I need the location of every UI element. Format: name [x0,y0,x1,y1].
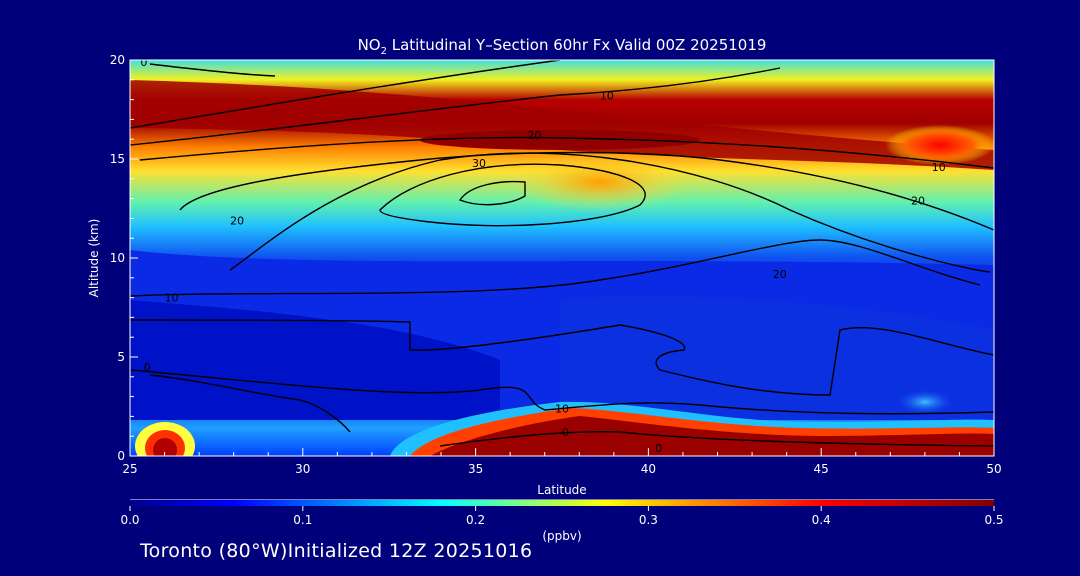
contour-line [379,163,646,227]
title-subscript: 2 [381,46,387,57]
x-tick-label: 50 [986,462,1001,476]
colorbar-tick-label: 0.1 [293,513,312,527]
contour-label: 20 [911,195,925,208]
contour-line [149,63,276,77]
contour-label: 0 [144,361,151,374]
y-axis: 0 5 10 15 20 [110,53,138,463]
contour-label: 0 [140,56,147,69]
contour-line [130,67,781,146]
contour-line [439,431,994,447]
x-tick-label: 30 [295,462,310,476]
colorbar-tick-label: 0.3 [639,513,658,527]
contour-labels: 0 10 20 30 10 20 20 20 10 0 10 0 0 [140,56,945,455]
contour-line [130,369,994,415]
colorbar-ticks: 0.0 0.1 0.2 0.3 0.4 0.5 [120,506,1004,527]
contour-label: 10 [164,292,178,305]
colorbar-tick-label: 0.2 [466,513,485,527]
colorbar-tick-label: 0.0 [120,513,139,527]
contour-label: 20 [773,268,787,281]
contour-label: 0 [655,442,662,455]
x-tick-label: 40 [641,462,656,476]
contour-line [130,239,981,297]
contour-line [130,60,561,129]
y-tick-label: 20 [110,53,125,67]
contour-label: 10 [932,161,946,174]
contour-label: 10 [555,402,569,415]
colorbar-units: (ppbv) [542,529,581,543]
contour-line [130,319,994,396]
contour-line [229,152,991,273]
contour-line [139,136,994,169]
x-axis-label: Latitude [537,483,586,497]
title-prefix: NO [358,36,381,54]
contour-lines [130,60,994,447]
chart-title: NO2 Latitudinal Y–Section 60hr Fx Valid … [358,36,767,57]
colorbar-tick-label: 0.4 [812,513,831,527]
x-tick-label: 45 [814,462,829,476]
contour-label: 30 [472,157,486,170]
contour-label: 0 [562,426,569,439]
y-tick-label: 15 [110,152,125,166]
contour-line [179,151,994,231]
y-axis-label: Altitude (km) [87,219,101,298]
contour-label: 10 [600,90,614,103]
x-axis: 25 30 35 40 45 50 [122,448,1002,476]
colorbar [130,500,994,506]
contour-line [458,180,526,206]
y-tick-label: 5 [117,350,125,364]
contour-label: 20 [230,214,244,227]
x-tick-label: 25 [122,462,137,476]
contour-label: 20 [527,129,541,142]
y-tick-label: 10 [110,251,125,265]
footer-init-info: Toronto (80°W)Initialized 12Z 20251016 [140,540,533,562]
title-suffix: Latitudinal Y–Section 60hr Fx Valid 00Z … [387,36,766,54]
contour-line [149,374,351,433]
x-tick-label: 35 [468,462,483,476]
y-tick-label: 0 [117,449,125,463]
colorbar-tick-label: 0.5 [984,513,1003,527]
